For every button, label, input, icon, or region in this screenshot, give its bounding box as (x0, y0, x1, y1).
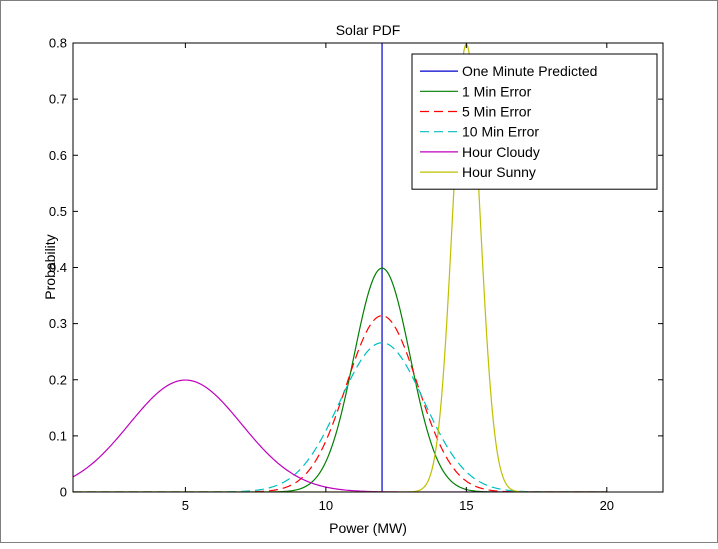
ticks-layer: 5 10 15 20 0 0.1 0.2 0.3 0.4 0.5 0.6 0.7 0.8 (49, 36, 663, 513)
x-tick-label: 10 (319, 498, 333, 513)
legend-1-min-error-label: 1 Min Error (462, 83, 532, 99)
y-tick-label: 0.4 (49, 260, 67, 275)
x-tick-label: 20 (600, 498, 614, 513)
series-10-min-error-line (73, 342, 607, 492)
y-tick-label: 0.7 (49, 92, 67, 107)
x-axis-label: Power (MW) (329, 520, 407, 536)
y-tick-label: 0 (60, 485, 67, 500)
legend-hour-cloudy-label: Hour Cloudy (462, 144, 540, 160)
legend-hour-sunny-label: Hour Sunny (462, 164, 536, 180)
chart-title: Solar PDF (336, 22, 401, 38)
x-tick-label: 5 (182, 498, 189, 513)
legend-box (411, 53, 658, 190)
legend-10-min-error-label: 10 Min Error (462, 124, 539, 140)
y-tick-label: 0.8 (49, 36, 67, 51)
y-tick-label: 0.5 (49, 204, 67, 219)
legend-one-minute-predicted-label: One Minute Predicted (462, 63, 597, 79)
y-tick-label: 0.3 (49, 316, 67, 331)
series-1-min-error-line (73, 267, 607, 492)
legend-5-min-error-label: 5 Min Error (462, 104, 532, 120)
y-tick-label: 0.1 (49, 428, 67, 443)
y-tick-label: 0.6 (49, 148, 67, 163)
legend: One Minute Predicted 1 Min Error 5 Min Err… (411, 53, 658, 190)
x-tick-label: 15 (459, 498, 473, 513)
y-tick-label: 0.2 (49, 372, 67, 387)
series-hour-cloudy-line (73, 379, 607, 492)
series-hour-sunny-line (73, 43, 607, 492)
y-axis-label: Probability (42, 234, 58, 299)
